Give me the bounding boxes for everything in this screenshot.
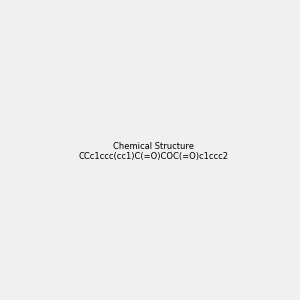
- Text: Chemical Structure
CCc1ccc(cc1)C(=O)COC(=O)c1ccc2: Chemical Structure CCc1ccc(cc1)C(=O)COC(…: [79, 142, 229, 161]
